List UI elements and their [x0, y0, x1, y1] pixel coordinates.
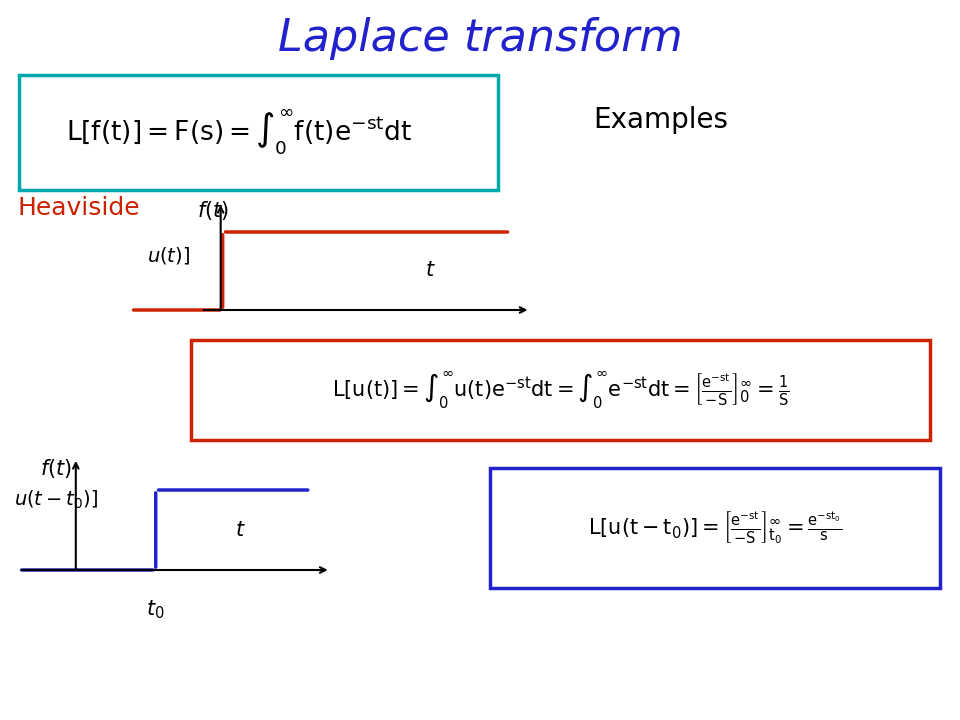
Text: Examples: Examples: [592, 106, 728, 134]
Text: $\mathrm{L[u(t-t_0)] = \left[\frac{e^{-st}}{-S}\right]_{t_0}^{\infty} = \frac{e^: $\mathrm{L[u(t-t_0)] = \left[\frac{e^{-s…: [588, 510, 842, 546]
Text: $t$: $t$: [235, 520, 246, 540]
Text: $t_0$: $t_0$: [147, 599, 165, 621]
Text: $\mathrm{L[f(t)] = F(s) = \int_0^{\infty} f(t)e^{-st}dt}$: $\mathrm{L[f(t)] = F(s) = \int_0^{\infty…: [65, 108, 412, 157]
Text: Laplace transform: Laplace transform: [278, 17, 683, 60]
Text: $u(t-t_0)]$: $u(t-t_0)]$: [13, 489, 98, 511]
Bar: [491, 468, 940, 588]
Text: $f(t)$: $f(t)$: [39, 456, 72, 480]
Bar: [191, 340, 930, 440]
Text: $t$: $t$: [425, 260, 436, 280]
Bar: [19, 75, 498, 190]
Text: $u(t)]$: $u(t)]$: [147, 245, 190, 266]
Text: $\mathrm{L[u(t)] = \int_0^{\infty} u(t)e^{-st}dt = \int_0^{\infty} e^{-st}dt = \: $\mathrm{L[u(t)] = \int_0^{\infty} u(t)e…: [331, 369, 789, 411]
Text: Heaviside: Heaviside: [17, 196, 140, 220]
Text: $f(t)$: $f(t)$: [197, 199, 228, 222]
